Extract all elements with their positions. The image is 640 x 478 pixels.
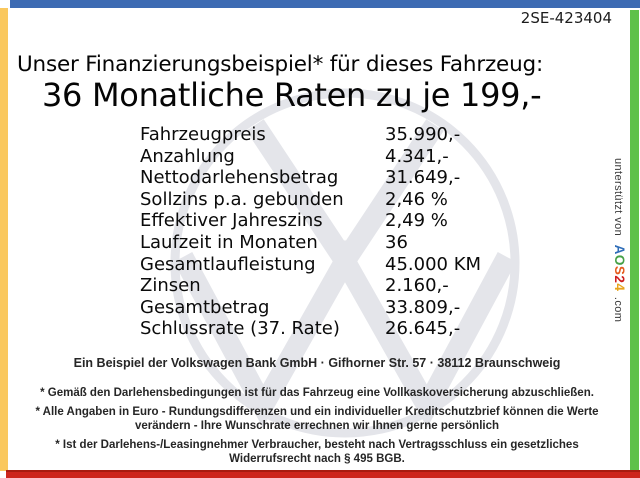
row-label: Nettodarlehensbetrag [140, 167, 339, 189]
table-row: Gesamtbetrag 33.809,- [140, 297, 481, 319]
frame-bottom-bar [6, 470, 640, 478]
row-label: Sollzins p.a. gebunden [140, 188, 344, 210]
supported-by-label: unterstützt von [612, 158, 624, 237]
row-value: 33.809,- [385, 296, 461, 318]
row-label: Laufzeit in Monaten [140, 231, 318, 253]
row-label: Zinsen [140, 275, 201, 297]
table-row: Schlussrate (37. Rate) 26.645,- [140, 318, 481, 340]
row-value: 26.645,- [385, 318, 461, 340]
row-label: Schlussrate (37. Rate) [140, 318, 340, 340]
aos24-letter: 4 [612, 283, 627, 292]
aos24-logo: AOS24 [612, 245, 627, 292]
row-label: Anzahlung [140, 145, 235, 167]
disclaimer-line: * Gemäß den Darlehensbedingungen ist für… [40, 387, 594, 399]
row-value: 2.160,- [385, 275, 449, 297]
frame-left-bar [0, 8, 8, 471]
finance-details-table: Fahrzeugpreis 35.990,- Anzahlung 4.341,-… [140, 124, 481, 340]
aos24-letter: A [612, 244, 627, 255]
reference-number: 2SE-423404 [520, 9, 612, 27]
row-value: 4.341,- [385, 145, 449, 167]
vw-logo-watermark-icon [170, 88, 520, 438]
table-row: Effektiver Jahreszins 2,49 % [140, 210, 481, 232]
aos24-domain-suffix: .com [612, 296, 624, 323]
row-label: Gesamtbetrag [140, 296, 270, 318]
table-row: Anzahlung 4.341,- [140, 146, 481, 168]
disclaimer-line: * Alle Angaben in Euro - Rundungsdiffere… [35, 406, 599, 418]
table-row: Sollzins p.a. gebunden 2,46 % [140, 189, 481, 211]
offer-headline: Unser Finanzierungsbeispiel* für dieses … [17, 52, 543, 77]
row-label: Effektiver Jahreszins [140, 210, 323, 232]
aos24-letter: O [612, 254, 627, 266]
disclaimer-line: * Ist der Darlehens-/Leasingnehmer Verbr… [55, 439, 579, 451]
table-row: Laufzeit in Monaten 36 [140, 232, 481, 254]
row-label: Gesamtlaufleistung [140, 253, 316, 275]
row-value: 45.000 KM [385, 253, 482, 275]
frame-right-bar [630, 10, 639, 471]
legal-footer: Ein Beispiel der Volkswagen Bank GmbH · … [14, 356, 620, 466]
offer-rate-headline: 36 Monatliche Raten zu je 199,- [42, 76, 542, 114]
row-label: Fahrzeugpreis [140, 124, 266, 145]
row-value: 35.990,- [385, 124, 461, 145]
bank-address-line: Ein Beispiel der Volkswagen Bank GmbH · … [73, 356, 561, 370]
table-row: Zinsen 2.160,- [140, 275, 481, 297]
table-row: Nettodarlehensbetrag 31.649,- [140, 167, 481, 189]
row-value: 31.649,- [385, 167, 461, 189]
table-row: Gesamtlaufleistung 45.000 KM [140, 254, 481, 276]
disclaimer-line: verändern - Ihre Wunschrate errechnen wi… [134, 420, 500, 432]
row-value: 2,49 % [385, 210, 448, 232]
aos24-letter: S [612, 265, 627, 276]
row-value: 2,46 % [385, 188, 448, 210]
table-row: Fahrzeugpreis 35.990,- [140, 124, 481, 146]
frame-top-bar [10, 0, 640, 8]
aos24-credit: unterstützt von AOS24 .com [610, 158, 628, 348]
disclaimer-line: Widerrufsrecht nach § 495 BGB. [229, 453, 405, 465]
row-value: 36 [385, 231, 408, 253]
